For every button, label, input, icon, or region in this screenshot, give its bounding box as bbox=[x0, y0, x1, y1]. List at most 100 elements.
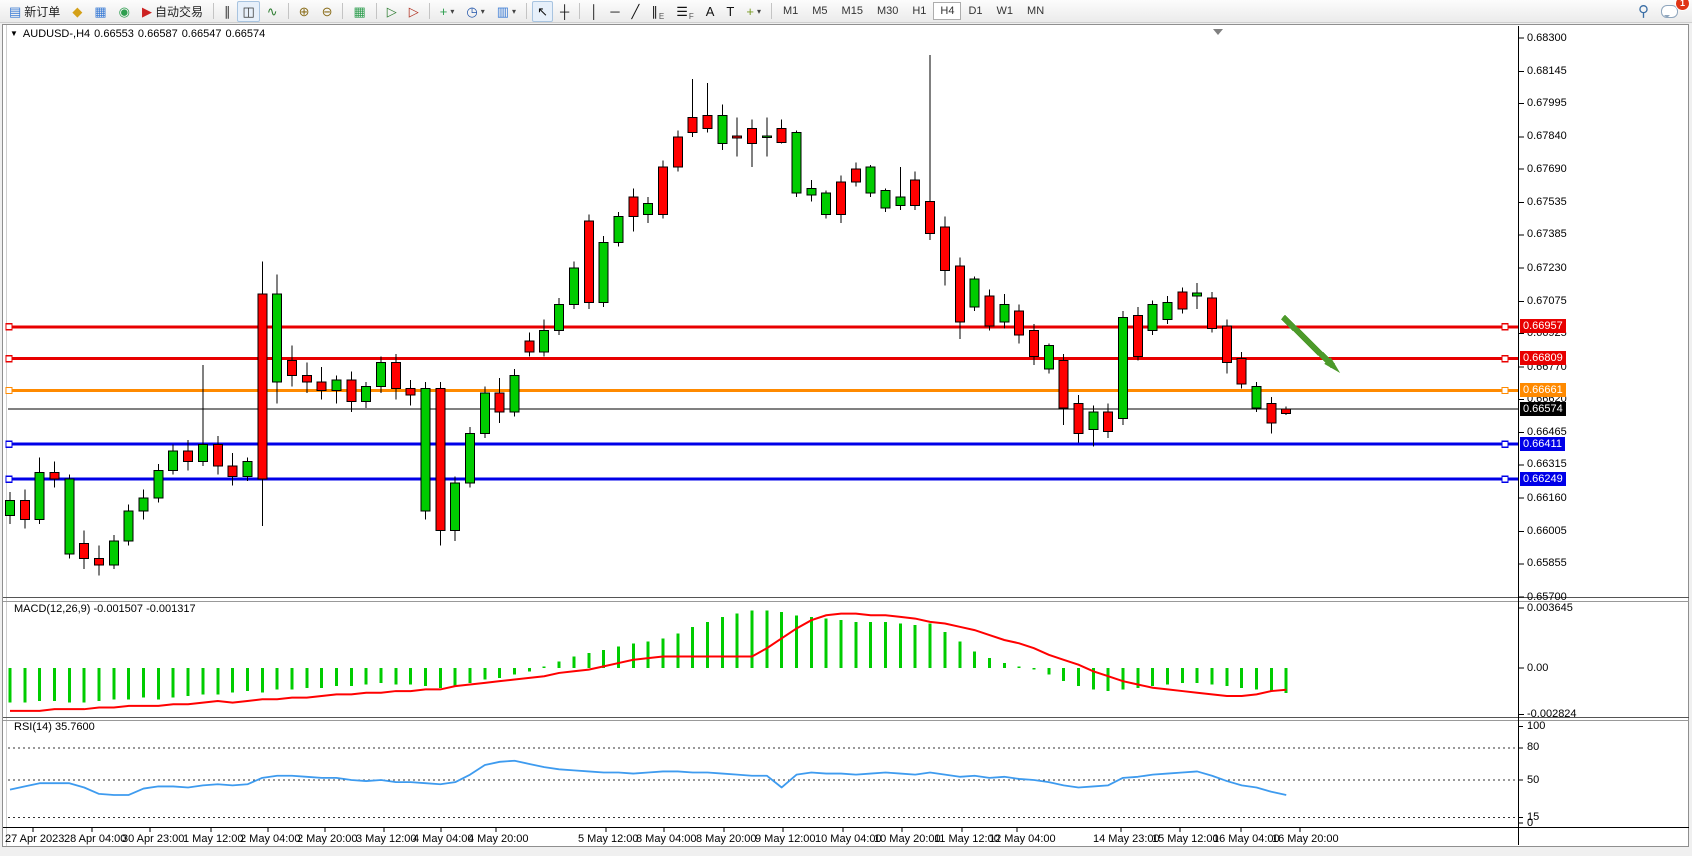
candlestick-icon[interactable]: ◫ bbox=[237, 0, 260, 22]
autoscroll-icon[interactable]: ▷ bbox=[382, 1, 402, 22]
text-icon[interactable]: A bbox=[701, 1, 720, 22]
timeframe-h4[interactable]: H4 bbox=[933, 2, 962, 20]
candle-body bbox=[925, 200, 936, 235]
candlestick-icon: ◫ bbox=[242, 3, 255, 19]
macd-histogram-bar bbox=[765, 610, 769, 668]
indicators-icon-dropdown[interactable]: ▾ bbox=[450, 6, 455, 16]
candle-body bbox=[747, 127, 757, 144]
level-handle[interactable] bbox=[1501, 440, 1509, 448]
autotrade-button[interactable]: ▶ 自动交易 bbox=[137, 1, 208, 22]
horizontal-line-icon[interactable]: ─ bbox=[605, 1, 624, 22]
arrows-icon[interactable]: + ▾ bbox=[741, 1, 766, 22]
arrows-icon-dropdown[interactable]: ▾ bbox=[756, 6, 761, 16]
templates-icon-dropdown[interactable]: ▾ bbox=[512, 6, 517, 16]
level-handle[interactable] bbox=[1501, 354, 1509, 363]
candle-body bbox=[242, 461, 253, 478]
price-axis-label: 0.67385 bbox=[1527, 228, 1567, 241]
candle-body bbox=[583, 220, 594, 304]
timeframe-d1[interactable]: D1 bbox=[968, 5, 983, 17]
market-watch-icon[interactable]: ◆ bbox=[67, 1, 87, 22]
indicators-icon[interactable]: + ▾ bbox=[435, 1, 460, 22]
macd-histogram-bar bbox=[216, 668, 220, 695]
price-axis-label: 0.67690 bbox=[1527, 162, 1567, 175]
timeframe-m30[interactable]: M30 bbox=[876, 5, 899, 17]
macd-histogram-bar bbox=[542, 666, 546, 668]
candle-body bbox=[1251, 385, 1262, 409]
level-handle[interactable] bbox=[5, 354, 13, 363]
candle-body bbox=[850, 168, 861, 183]
navigator-icon[interactable]: ◉ bbox=[114, 1, 135, 22]
timeframe-m1[interactable]: M1 bbox=[782, 5, 799, 17]
chevron-down-icon[interactable]: ▼ bbox=[10, 29, 18, 38]
trendline-icon[interactable]: ╱ bbox=[627, 1, 645, 22]
macd-histogram-bar bbox=[1091, 668, 1095, 690]
cursor-icon: ↖ bbox=[537, 3, 548, 19]
candle-body bbox=[702, 114, 713, 129]
candle-body bbox=[257, 293, 268, 480]
chart-shift-marker[interactable] bbox=[1213, 29, 1223, 35]
macd-histogram-bar bbox=[320, 668, 324, 688]
cursor-icon[interactable]: ↖ bbox=[532, 0, 553, 22]
level-handle[interactable] bbox=[1501, 323, 1509, 331]
macd-histogram-bar bbox=[1225, 668, 1229, 687]
tile-windows-icon[interactable]: ▦ bbox=[348, 1, 370, 22]
templates-icon[interactable]: ▥ ▾ bbox=[492, 1, 521, 22]
timeframe-w1[interactable]: W1 bbox=[996, 5, 1014, 17]
fibonacci-icon[interactable]: ☰ F bbox=[671, 1, 699, 22]
search-icon[interactable]: ⚲ bbox=[1633, 1, 1654, 22]
price-axis-label: 0.66465 bbox=[1527, 426, 1567, 439]
level-handle[interactable] bbox=[5, 386, 13, 395]
candle-body bbox=[494, 392, 505, 413]
periods-icon-dropdown[interactable]: ▾ bbox=[480, 6, 485, 16]
zoom-in-icon: ⊕ bbox=[298, 3, 310, 19]
timeframe-h1[interactable]: H1 bbox=[912, 5, 927, 17]
equidistant-channel-icon[interactable]: ∥ E bbox=[646, 1, 669, 22]
level-handle[interactable] bbox=[5, 440, 13, 448]
time-axis-label: 8 May 04:00 bbox=[636, 833, 697, 845]
price-axis-label: 0.65855 bbox=[1527, 557, 1567, 570]
candle-body bbox=[1177, 291, 1188, 310]
macd-histogram-bar bbox=[1002, 663, 1006, 668]
timeframe-m5[interactable]: M5 bbox=[812, 5, 828, 17]
candle-body bbox=[643, 203, 654, 215]
candle-body bbox=[1162, 302, 1173, 321]
level-handle[interactable] bbox=[5, 323, 13, 331]
macd-histogram-bar bbox=[275, 668, 279, 690]
macd-histogram-bar bbox=[631, 643, 635, 668]
macd-histogram-bar bbox=[958, 641, 962, 668]
macd-axis-label: -0.002824 bbox=[1527, 708, 1577, 721]
crosshair-icon[interactable]: ┼ bbox=[555, 1, 574, 22]
chat-icon[interactable]: 1 bbox=[1656, 0, 1690, 22]
vertical-line-icon[interactable]: │ bbox=[585, 1, 603, 22]
macd-histogram-bar bbox=[53, 668, 57, 701]
zoom-out-icon[interactable]: ⊖ bbox=[317, 1, 338, 22]
macd-values: -0.001507 -0.001317 bbox=[93, 603, 196, 615]
timeframe-mn[interactable]: MN bbox=[1027, 5, 1045, 17]
bar-chart-icon[interactable]: ∥ bbox=[219, 1, 236, 22]
chart-shift-icon[interactable]: ▷ bbox=[404, 1, 424, 22]
timeframe-m15[interactable]: M15 bbox=[841, 5, 863, 17]
line-chart-icon[interactable]: ∿ bbox=[262, 1, 283, 22]
zoom-in-icon[interactable]: ⊕ bbox=[294, 1, 315, 22]
candle-body bbox=[687, 117, 698, 134]
time-axis-label: 12 May 04:00 bbox=[989, 833, 1056, 845]
periods-icon[interactable]: ◷ ▾ bbox=[461, 1, 489, 22]
level-handle[interactable] bbox=[1501, 386, 1509, 395]
fibonacci-icon-sub: F bbox=[688, 11, 694, 21]
time-axis-label: 10 May 20:00 bbox=[874, 833, 941, 845]
candle-body bbox=[64, 478, 75, 555]
level-handle[interactable] bbox=[1501, 475, 1509, 483]
time-axis-label: 2 May 20:00 bbox=[297, 833, 358, 845]
data-window-icon[interactable]: ▦ bbox=[89, 1, 111, 22]
text-label-icon[interactable]: T bbox=[721, 1, 739, 22]
time-axis-label: 2 May 04:00 bbox=[240, 833, 301, 845]
macd-histogram-bar bbox=[1180, 668, 1184, 683]
new-order-button[interactable]: ▤ 新订单 bbox=[4, 1, 65, 22]
rsi-values: 35.7600 bbox=[54, 721, 95, 733]
level-handle[interactable] bbox=[5, 475, 13, 483]
trend-arrow-annotation[interactable] bbox=[1280, 314, 1336, 369]
macd-histogram-bar bbox=[23, 668, 27, 703]
candle-body bbox=[836, 181, 847, 215]
macd-histogram-bar bbox=[913, 625, 917, 668]
